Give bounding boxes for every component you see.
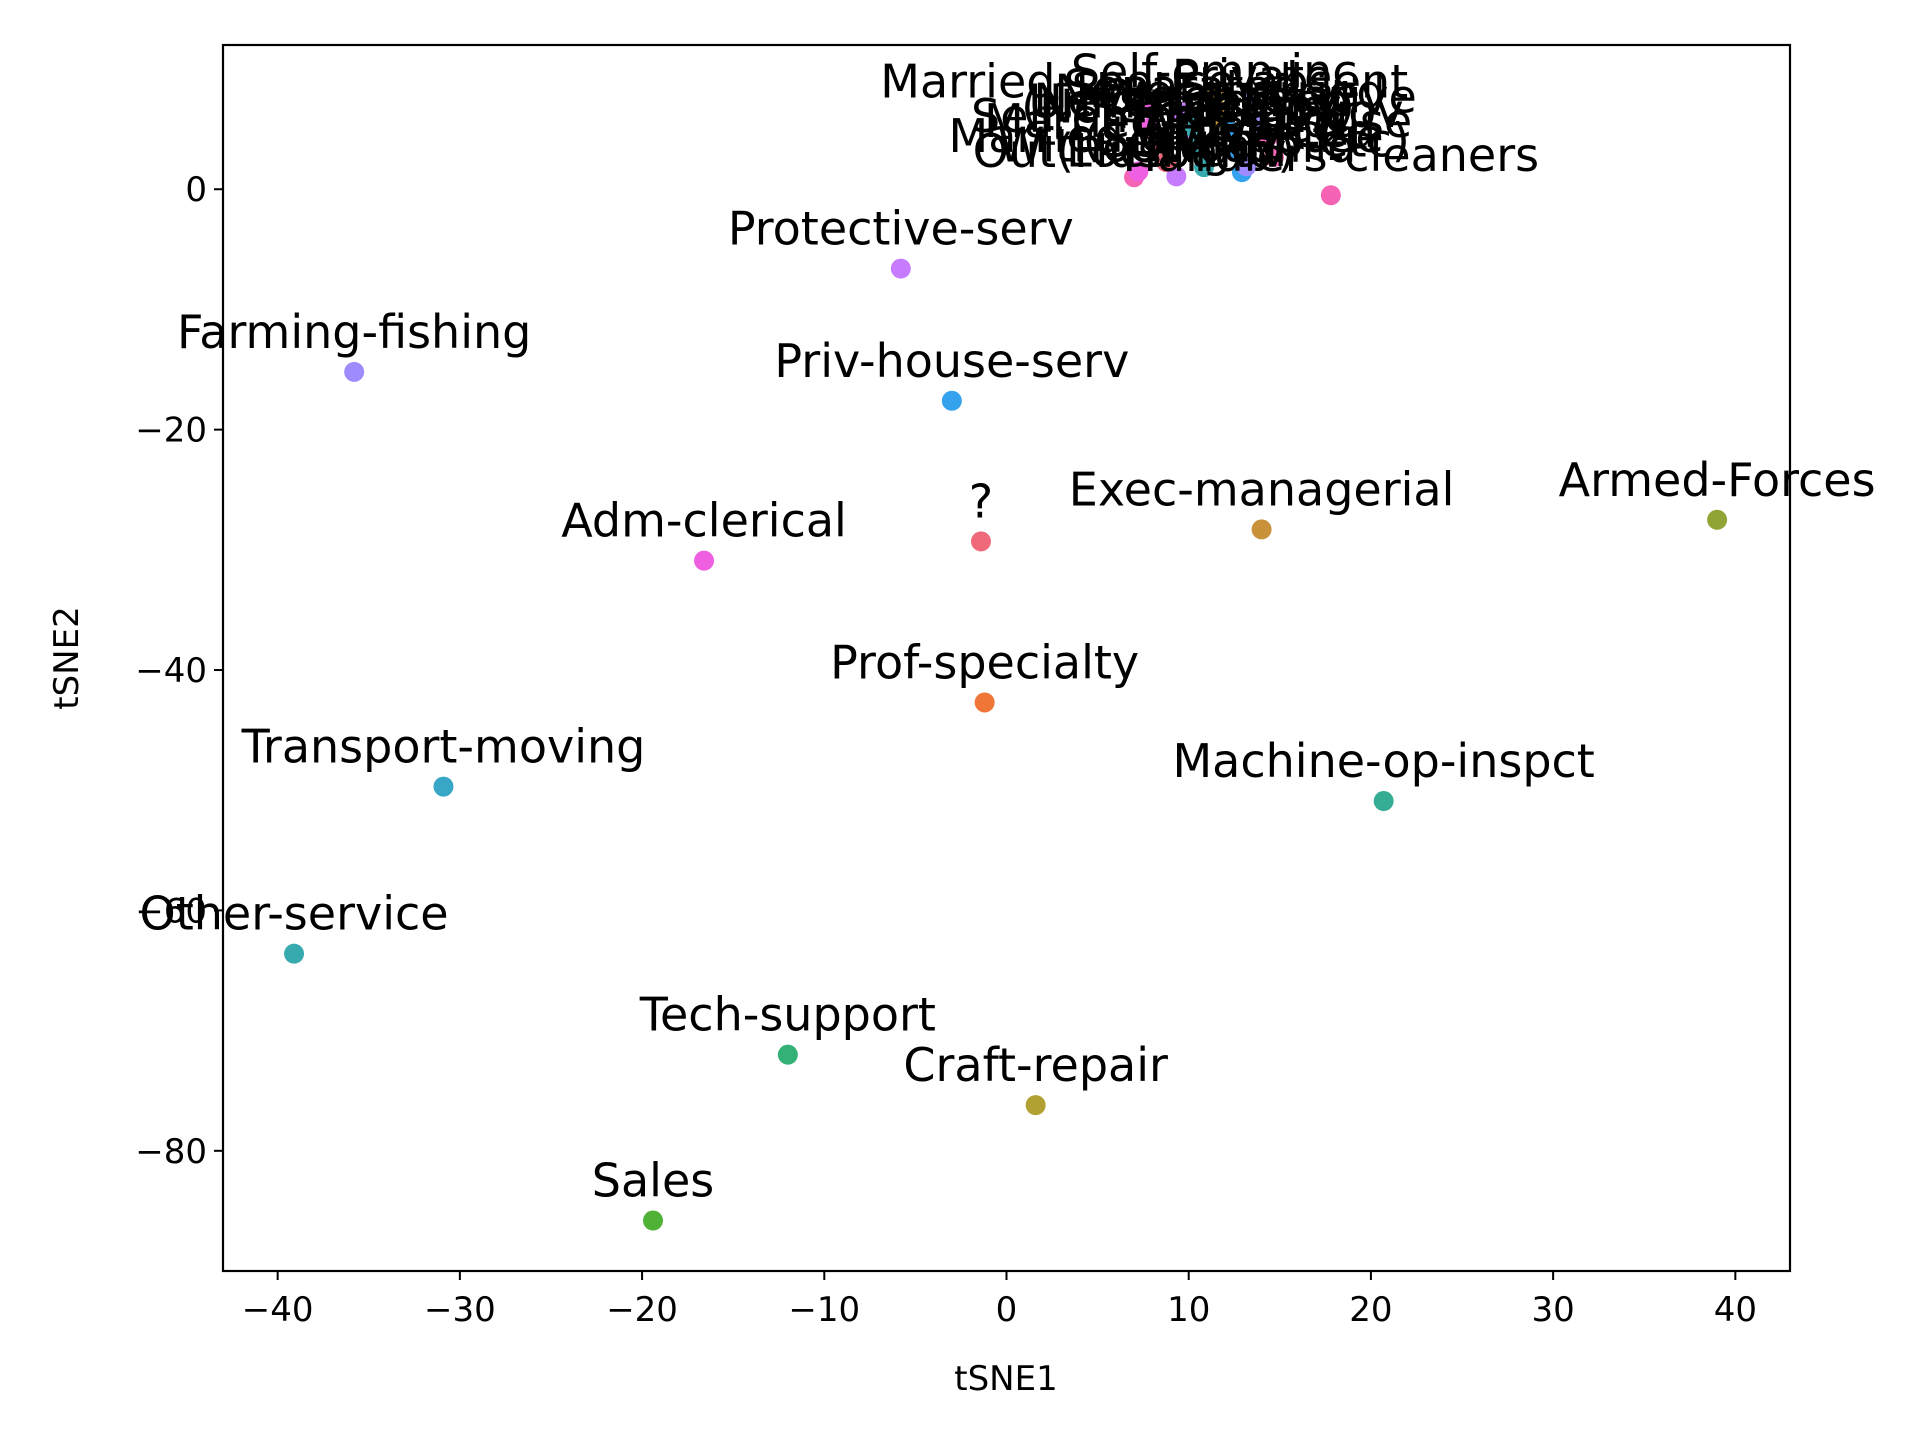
cluster-point-marker [1236, 156, 1257, 177]
cluster-point-marker [1247, 112, 1268, 133]
point-marker [433, 776, 454, 797]
cluster-point-marker [1166, 166, 1187, 187]
cluster-point-label: Unmarried [1029, 75, 1272, 129]
point-label: Prof-specialty [830, 635, 1139, 689]
cluster-point-marker [1226, 141, 1247, 162]
point-marker [643, 1210, 664, 1231]
cluster-point-label: Without-pay [998, 118, 1279, 172]
cluster-point-label: Never-married [1054, 64, 1385, 118]
cluster-point-marker [1210, 107, 1231, 128]
cluster-point-label: Other-relative [1099, 70, 1417, 124]
point-label: Priv-house-serv [774, 334, 1129, 388]
point-label: Other-service [140, 887, 449, 941]
cluster-point-label: Private [1172, 49, 1332, 103]
point-label: Armed-Forces [1559, 453, 1876, 507]
point-marker [694, 550, 715, 571]
point-marker [1707, 509, 1728, 530]
cluster-point-label: Separated [1063, 59, 1301, 113]
cluster-point-marker [1258, 126, 1279, 147]
cluster-point-label: Out(Husband) [973, 124, 1296, 178]
point-labels-layer: Handlers-cleaners Protective-serv Farming-… [140, 44, 1876, 1207]
cluster-point-label: Self-emp-not-inc [971, 89, 1350, 143]
cluster-point-marker [1204, 87, 1225, 108]
cluster-point-label: Married-civ-spouse [949, 109, 1384, 163]
y-tick-label: −80 [135, 1132, 207, 1172]
cluster-point-marker [1140, 117, 1161, 138]
point-marker [1251, 519, 1272, 540]
point-marker [777, 1044, 798, 1065]
plot-frame [221, 43, 1792, 1273]
x-tick-label: −10 [788, 1290, 860, 1330]
point-marker [1025, 1095, 1046, 1116]
cluster-point-label: Married-spouse-absent [880, 54, 1408, 108]
cluster-point-label: (Self-emp-etc) [1083, 113, 1410, 167]
point-label: Farming-fishing [177, 305, 531, 359]
cluster-point-label: (Not-in-family) [1021, 80, 1355, 134]
x-tick-label: 0 [996, 1290, 1018, 1330]
point-label: Exec-managerial [1069, 462, 1455, 516]
point-label: Transport-moving [241, 720, 646, 774]
x-tick-label: −20 [606, 1290, 678, 1330]
y-tick-label: 0 [185, 170, 207, 210]
y-tick-label: −20 [135, 411, 207, 451]
cluster-point-label: Federal-gov [1133, 84, 1404, 138]
points-layer [284, 87, 1728, 1231]
point-label: Machine-op-inspct [1172, 734, 1594, 788]
point-label: Adm-clerical [561, 494, 847, 548]
cluster-point-marker [1172, 102, 1193, 123]
cluster-point-marker [1128, 161, 1149, 182]
cluster-point-marker [1220, 121, 1241, 142]
x-tick-label: 40 [1714, 1290, 1757, 1330]
point-label: Sales [592, 1154, 714, 1208]
cluster-point-marker [1134, 97, 1155, 118]
point-marker [344, 361, 365, 382]
cluster-point-marker [1182, 116, 1203, 137]
x-tick-label: 30 [1531, 1290, 1574, 1330]
cluster-point-label: Married-AF-spouse [984, 94, 1412, 148]
y-axis-title: tSNE2 [47, 606, 87, 709]
cluster-point-marker [1150, 131, 1171, 152]
point-marker [890, 258, 911, 279]
point-marker [1373, 791, 1394, 812]
point-marker [970, 531, 991, 552]
cluster-point-label: Local-gov [1066, 123, 1286, 177]
cluster-point-marker [1156, 152, 1177, 173]
point-marker [974, 692, 995, 713]
point-label: Craft-repair [903, 1038, 1168, 1092]
cluster-point-label: Wife [1153, 114, 1255, 168]
point-marker [941, 390, 962, 411]
cluster-point-label: Divorced [1172, 104, 1376, 158]
cluster-point-marker [1188, 136, 1209, 157]
cluster-point-marker [1242, 92, 1263, 113]
y-tick-label: −40 [135, 651, 207, 691]
plot-background [223, 45, 1790, 1271]
x-tick-label: −40 [242, 1290, 314, 1330]
y-tick-label: −60 [135, 891, 207, 931]
point-marker [1320, 185, 1341, 206]
x-tick-label: −30 [424, 1290, 496, 1330]
cluster-point-label: Own-child [1128, 119, 1357, 173]
axis-ticks: −40 −30 −20 −10 0 10 20 30 40 −80 −60 −40 −20 0 [135, 170, 1757, 1330]
point-label: Handlers-cleaners [1123, 128, 1540, 182]
point-label: Tech-support [639, 988, 936, 1042]
cluster-point-marker [1263, 147, 1284, 168]
point-label: Protective-serv [728, 202, 1074, 256]
x-tick-label: 10 [1167, 1290, 1210, 1330]
x-axis-title: tSNE1 [954, 1359, 1057, 1399]
cluster-point-label: State-gov [1119, 79, 1342, 133]
cluster-point-label: Self-emp-inc [1071, 44, 1358, 98]
point-marker [284, 943, 305, 964]
cluster-point-label: Never-worked [1033, 74, 1351, 128]
cluster-point-label: Widowed [1131, 99, 1341, 153]
cluster-point-marker [1194, 157, 1215, 178]
x-tick-label: 20 [1349, 1290, 1392, 1330]
point-label: ? [969, 474, 993, 528]
